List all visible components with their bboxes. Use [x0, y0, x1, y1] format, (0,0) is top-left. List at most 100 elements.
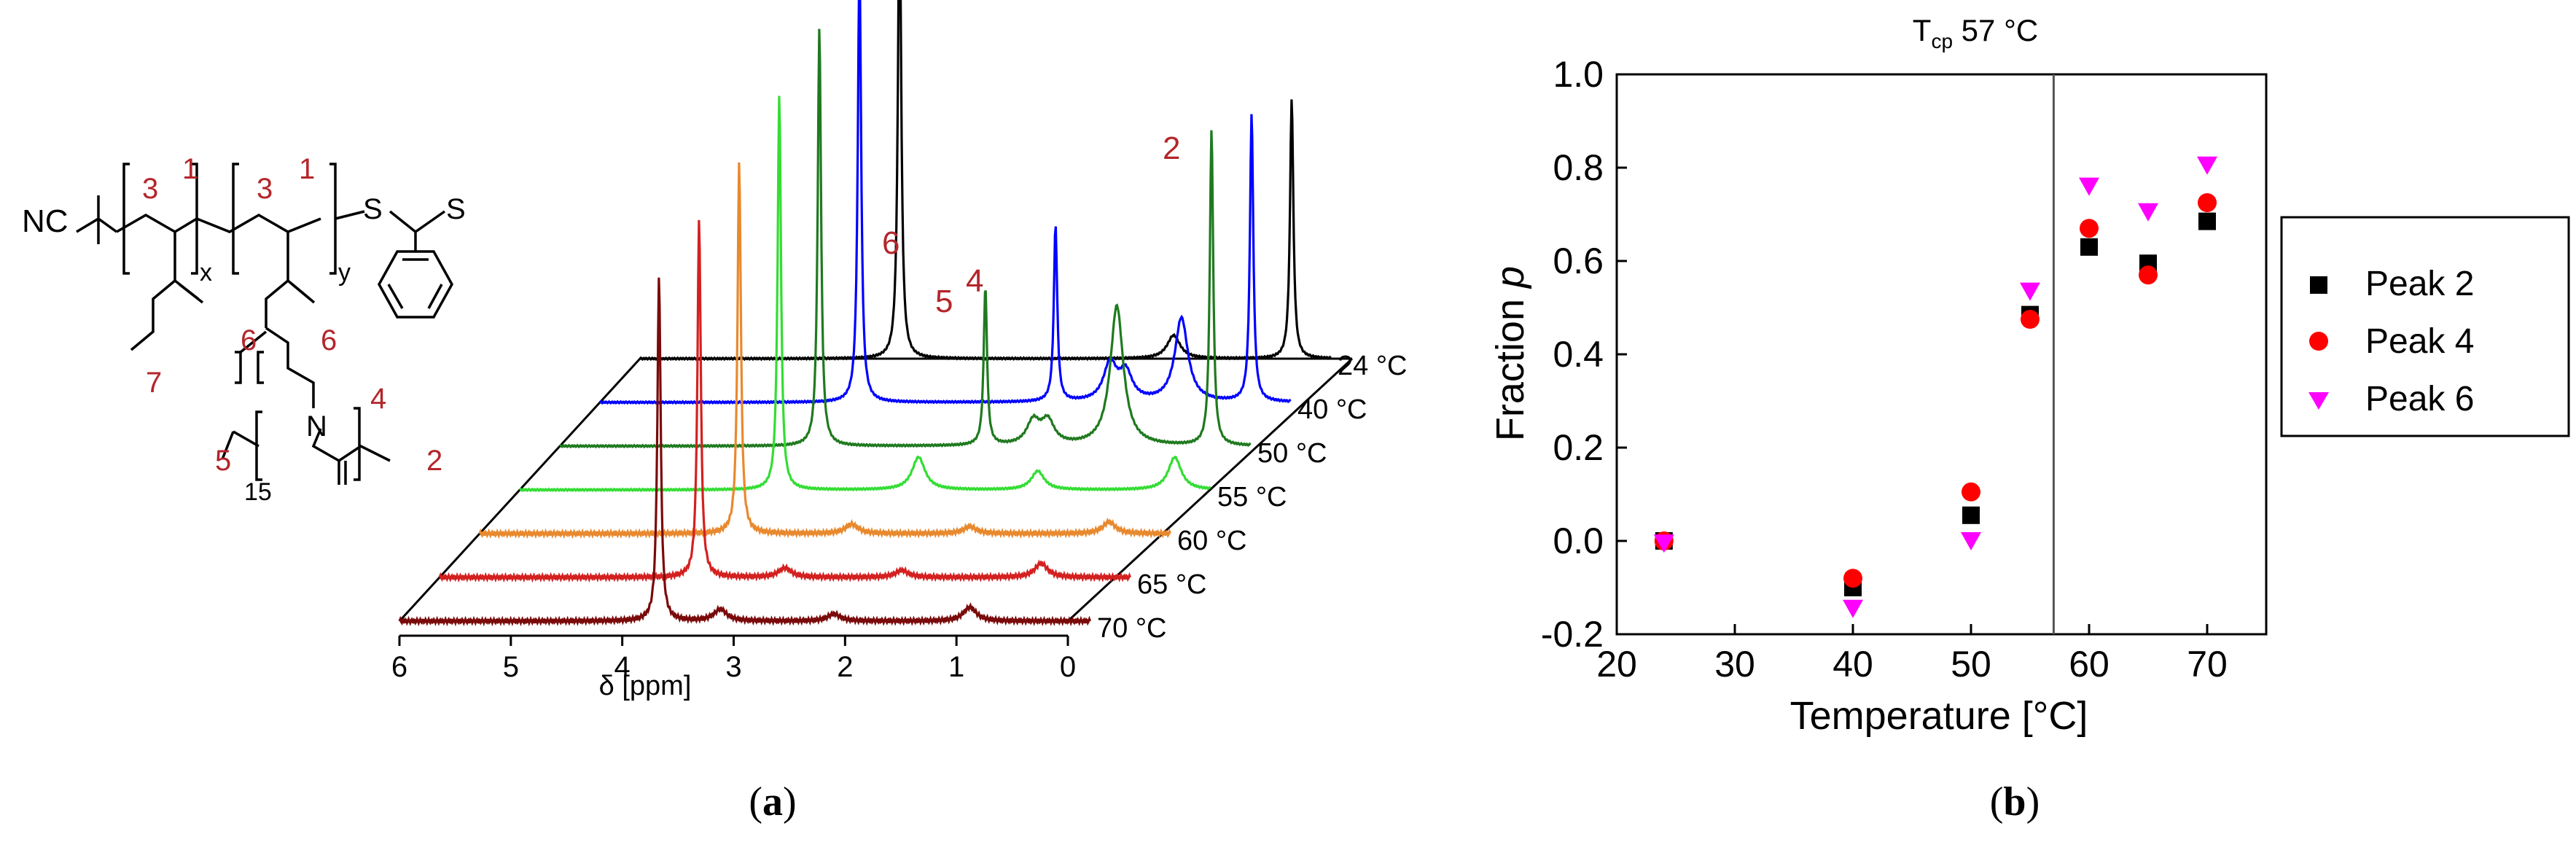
nmr-x-tick-label: 1: [948, 651, 964, 683]
nc-label: NC: [22, 203, 69, 239]
point-peak6-70: [2197, 156, 2217, 175]
point-peak6-60: [2079, 177, 2099, 196]
nmr-trace-50C: [558, 28, 1252, 449]
point-peak4-70: [2198, 193, 2217, 212]
x-tick-label: 30: [1714, 644, 1755, 685]
legend-label-peak6: Peak 6: [2365, 380, 2474, 418]
tcp-label: Tcp 57 °C: [1913, 13, 2038, 52]
nmr-annotation-4: 4: [966, 263, 983, 299]
tcp-prefix: T: [1913, 13, 1932, 47]
x-tick-label: 20: [1596, 644, 1637, 685]
y-tick-label: 0.8: [1553, 147, 1604, 188]
proton-label-6b: 6: [321, 324, 337, 356]
nmr-trace-40C: [598, 0, 1292, 405]
proton-label-5: 5: [215, 445, 231, 477]
nmr-x-tick-label: 6: [391, 651, 407, 683]
point-peak2-50: [1962, 506, 1980, 524]
y-tick-label: 0.0: [1553, 521, 1604, 561]
y-tick-label: 0.6: [1553, 241, 1604, 281]
sulfur-2: S: [446, 193, 466, 225]
nmr-trace-55C: [518, 95, 1211, 493]
legend-marker-peak2: [2310, 276, 2327, 294]
point-peak6-24: [1653, 534, 1674, 553]
nmr-trace-60C: [478, 162, 1172, 539]
nmr-trace-65C: [438, 219, 1132, 583]
nmr-x-tick-label: 2: [837, 651, 853, 683]
point-peak6-55: [2020, 282, 2040, 301]
nmr-x-tick-label: 3: [725, 651, 741, 683]
scatter-x-axis-title: Temperature [°C]: [1790, 694, 2088, 738]
y-axis-symbol: p: [1488, 266, 1532, 289]
nmr-x-axis-title: δ [ppm]: [599, 671, 692, 701]
nmr-temp-label: 40 °C: [1297, 394, 1367, 425]
point-peak4-40: [1843, 569, 1862, 588]
point-peak6-40: [1843, 599, 1863, 618]
nmr-temp-label: 60 °C: [1177, 526, 1246, 556]
point-peak4-55: [2021, 310, 2040, 329]
proton-label-2: 2: [426, 445, 442, 477]
legend: Peak 2 Peak 4 Peak 6: [2280, 216, 2570, 437]
tcp-subscript: cp: [1931, 30, 1953, 52]
point-peak4-60: [2080, 219, 2099, 238]
point-peak6-65: [2138, 203, 2158, 222]
nmr-temp-label: 70 °C: [1097, 613, 1166, 644]
point-peak2-70: [2198, 212, 2216, 230]
y-tick-label: -0.2: [1541, 614, 1604, 655]
sulfur-1: S: [363, 193, 383, 225]
x-tick-label: 40: [1833, 644, 1873, 685]
subscript-15: 15: [244, 478, 272, 506]
proton-label-7: 7: [146, 367, 162, 399]
proton-label-1a: 1: [182, 153, 198, 185]
proton-label-4: 4: [370, 383, 386, 415]
x-tick-label: 70: [2187, 644, 2228, 685]
subscript-y: y: [338, 259, 351, 286]
legend-marker-peak6: [2308, 392, 2329, 410]
scatter-y-axis-title: Fraction p: [1488, 266, 1532, 441]
nmr-annotation-5: 5: [935, 284, 953, 319]
scatter-points: [1653, 156, 2217, 618]
proton-label-3a: 3: [142, 173, 158, 205]
nmr-x-tick-label: 0: [1060, 651, 1076, 683]
plot-frame: [1615, 73, 2268, 636]
nmr-annotation-2: 2: [1163, 130, 1180, 166]
panel-b-caption-letter: b: [2003, 779, 2026, 825]
nmr-x-axis: 6 5 4 3 2 1 0: [391, 634, 1076, 683]
nitrogen-label: N: [306, 410, 327, 443]
nmr-x-tick-label: 4: [614, 651, 631, 683]
proton-label-6a: 6: [241, 324, 257, 356]
nmr-trace-70C: [398, 277, 1092, 627]
nmr-peak-annotations: 2 4 5 6: [882, 130, 1180, 319]
point-peak2-60: [2080, 238, 2098, 256]
nmr-traces: [398, 0, 1332, 627]
point-peak4-50: [1962, 482, 1980, 502]
nmr-annotation-6: 6: [882, 225, 899, 261]
y-tick-label: 0.4: [1553, 334, 1604, 375]
proton-label-3b: 3: [257, 173, 273, 205]
y-axis-word: Fraction: [1488, 299, 1532, 441]
panel-b-caption: (b): [1990, 779, 2040, 825]
panel-a-caption-letter: a: [762, 779, 783, 825]
nmr-temperature-labels: 24 °C 40 °C 50 °C 55 °C 60 °C 65 °C 70 °C: [1097, 351, 1407, 644]
subscript-x: x: [200, 259, 212, 286]
legend-label-peak4: Peak 4: [2365, 322, 2474, 361]
legend-marker-peak4: [2309, 332, 2328, 351]
proton-label-1b: 1: [299, 153, 315, 185]
nmr-temp-label: 65 °C: [1137, 569, 1206, 600]
x-tick-label: 50: [1951, 644, 1991, 685]
panel-a-caption: (a): [749, 779, 796, 825]
nmr-x-tick-label: 5: [503, 651, 519, 683]
scatter-ticks: 20 30 40 50 60 70 -0.2 0.0 0.2 0.4 0.6 0.8 1.0: [1541, 54, 2228, 685]
y-tick-label: 0.2: [1553, 427, 1604, 468]
nmr-temp-label: 24 °C: [1338, 351, 1407, 381]
y-tick-label: 1.0: [1553, 54, 1604, 95]
structure-labels: NC S S x y 15 N 3 1 3 1 6 6 7 4 5 2: [22, 153, 466, 506]
chemical-structure: [76, 163, 454, 485]
x-tick-label: 60: [2069, 644, 2109, 685]
tcp-value: 57 °C: [1953, 13, 2038, 47]
point-peak6-50: [1961, 532, 1981, 550]
legend-label-peak2: Peak 2: [2365, 265, 2474, 303]
nmr-temp-label: 50 °C: [1257, 438, 1327, 469]
nmr-temp-label: 55 °C: [1217, 482, 1287, 512]
